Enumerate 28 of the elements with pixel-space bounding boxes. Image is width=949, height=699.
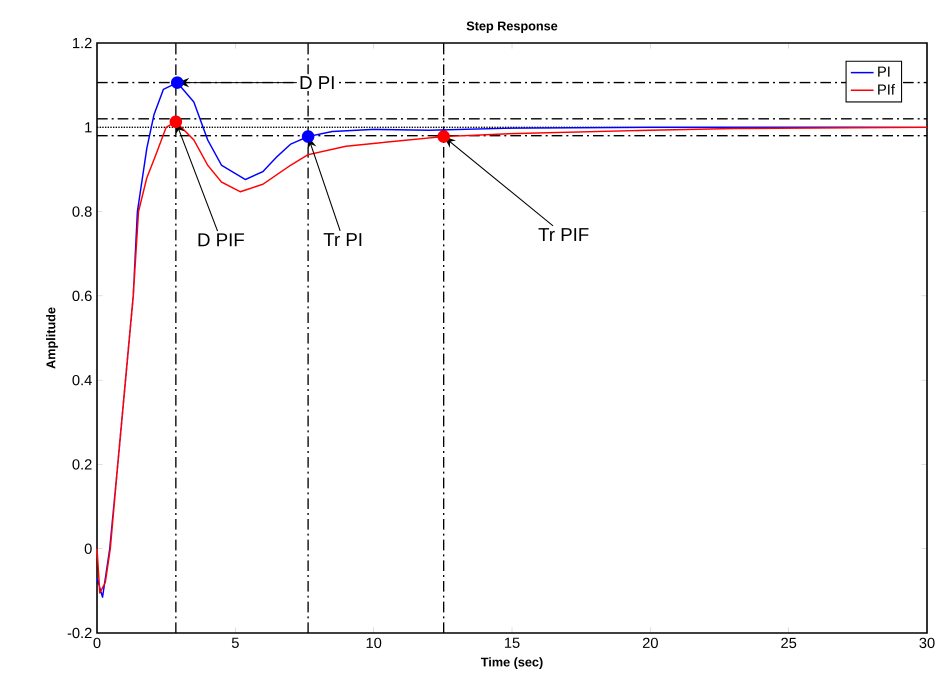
- point: [437, 130, 450, 143]
- y-axis-title: Amplitude: [46, 307, 58, 369]
- point: [302, 130, 314, 143]
- y-tick-label: 1: [85, 122, 92, 132]
- point: [170, 76, 184, 89]
- y-tick-label: 0: [84, 544, 92, 554]
- x-tick-label: 25: [781, 638, 796, 648]
- y-tick-label: 0.4: [72, 374, 92, 386]
- legend-label: PIf: [878, 84, 895, 95]
- y-tick-label: 1.2: [73, 38, 92, 48]
- x-tick-label: 0: [93, 638, 100, 648]
- y-tick-label: 0.8: [72, 206, 92, 217]
- x-tick-label: 10: [366, 638, 382, 648]
- annotation: Tr PI: [324, 233, 362, 246]
- x-tick-label: 5: [232, 638, 239, 648]
- x-tick-label: 15: [504, 638, 520, 648]
- x-tick-label: 20: [642, 638, 658, 648]
- y-tick-label: 0.6: [72, 290, 92, 302]
- x-tick-label: 30: [919, 638, 935, 648]
- point: [170, 116, 182, 128]
- y-tick-label: 0.2: [72, 459, 92, 470]
- annotation: D PI: [300, 76, 334, 90]
- annotation: D PIF: [198, 233, 244, 246]
- chart-title: Step Response: [466, 21, 558, 33]
- legend-label: PI: [878, 66, 890, 77]
- y-tick-label: -0.2: [68, 628, 92, 638]
- x-axis-title: Time (sec): [480, 657, 543, 670]
- annotation: Tr PIF: [538, 228, 588, 241]
